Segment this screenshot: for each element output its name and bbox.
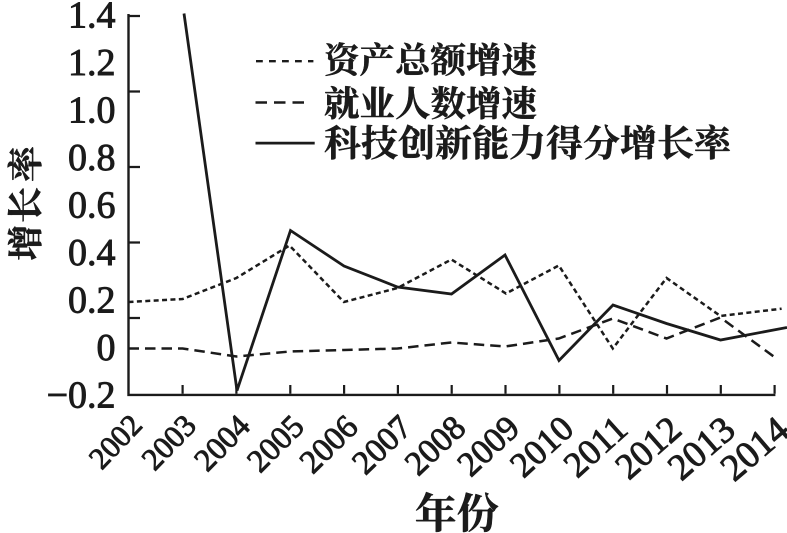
svg-text:−0.2: −0.2 xyxy=(47,375,116,417)
svg-text:1.2: 1.2 xyxy=(68,42,116,84)
svg-text:0.6: 0.6 xyxy=(68,185,116,227)
svg-text:0.4: 0.4 xyxy=(68,232,116,274)
svg-text:0: 0 xyxy=(97,327,116,369)
svg-text:0.8: 0.8 xyxy=(68,137,116,179)
svg-text:1.4: 1.4 xyxy=(68,0,116,37)
svg-text:0.2: 0.2 xyxy=(68,280,116,322)
svg-text:1.0: 1.0 xyxy=(68,90,116,132)
